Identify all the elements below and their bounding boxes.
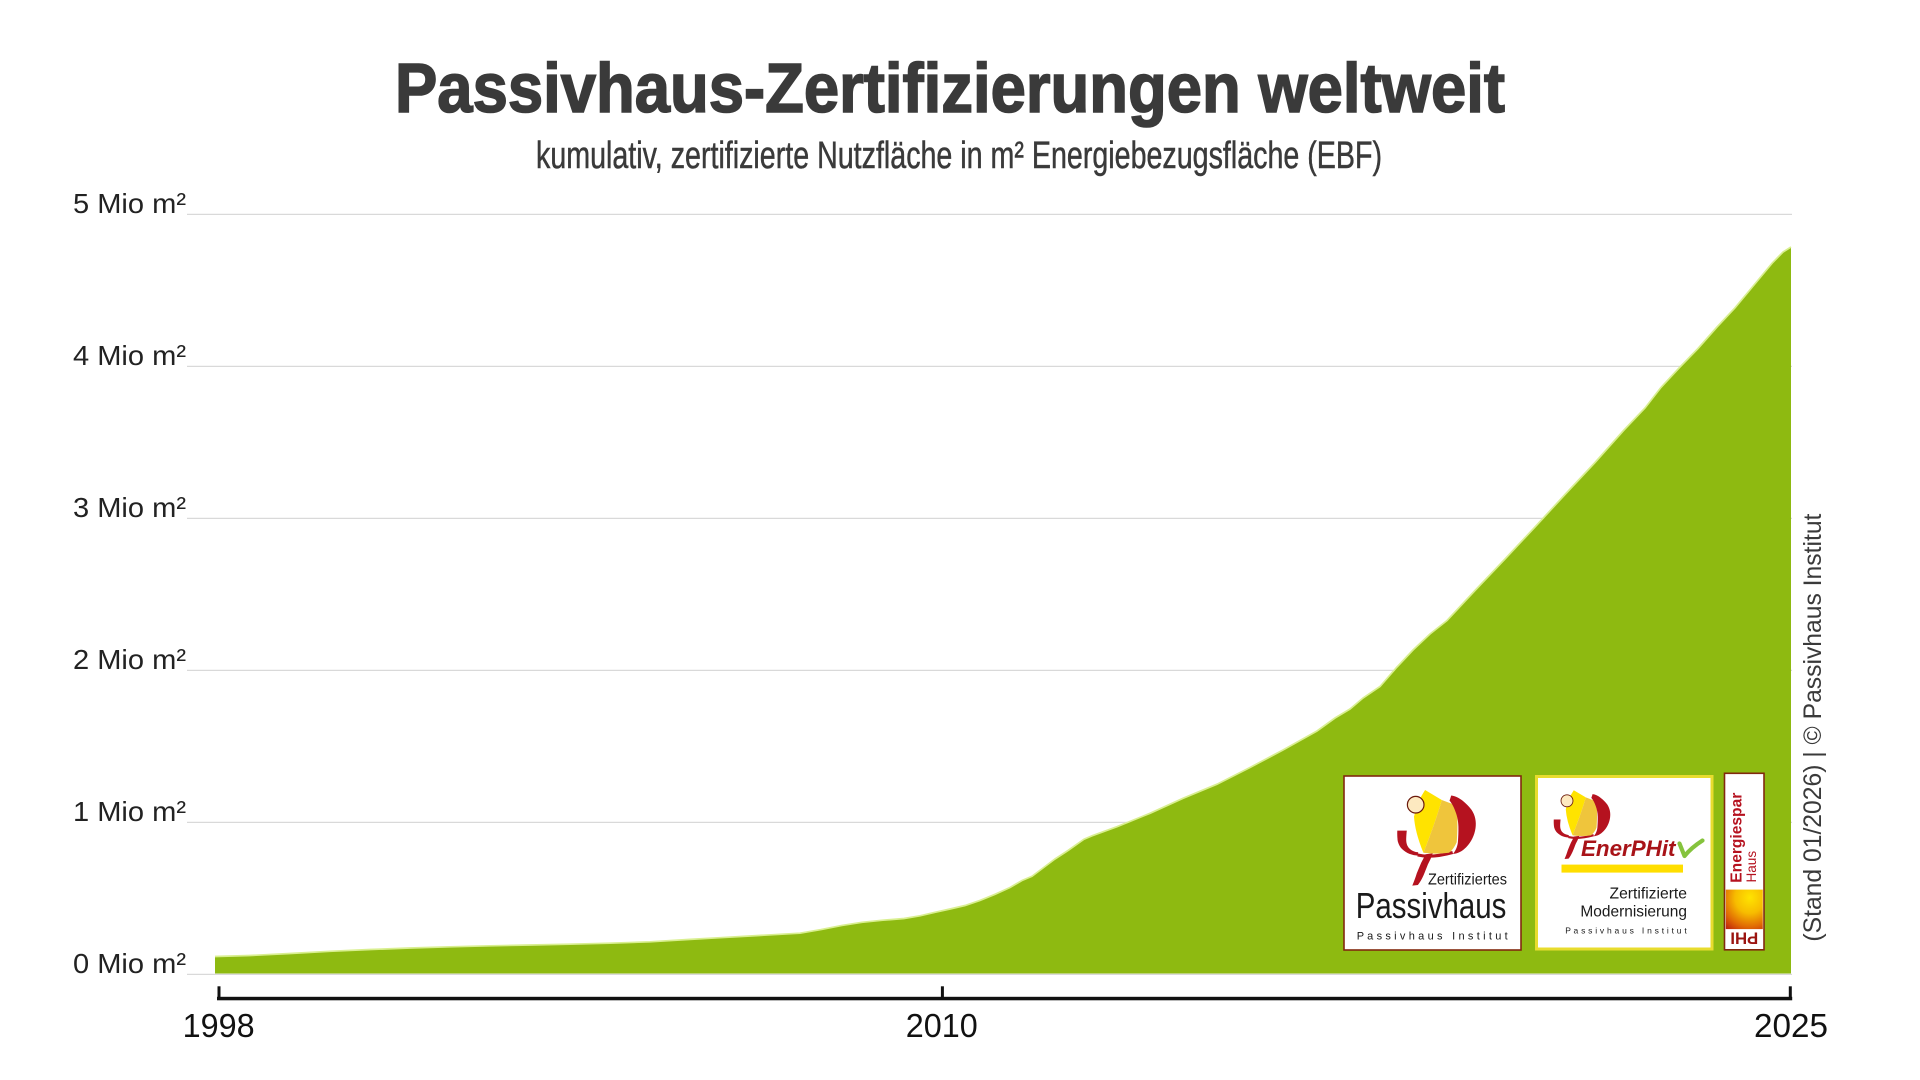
svg-text:0 Mio m²: 0 Mio m² [73, 948, 186, 979]
svg-text:PHI: PHI [1730, 929, 1758, 948]
svg-text:5 Mio m²: 5 Mio m² [73, 188, 186, 219]
svg-text:1998: 1998 [183, 1008, 255, 1045]
svg-text:Energiespar: Energiespar [1729, 793, 1746, 883]
svg-text:Passivhaus-Zertifizierungen we: Passivhaus-Zertifizierungen weltweit [395, 49, 1505, 127]
svg-text:2025: 2025 [1754, 1008, 1828, 1045]
svg-text:kumulativ, zertifizierte Nutzf: kumulativ, zertifizierte Nutzfläche in m… [536, 135, 1382, 177]
svg-text:Zertifiziertes: Zertifiziertes [1428, 871, 1507, 888]
svg-text:1 Mio m²: 1 Mio m² [73, 796, 186, 827]
svg-text:P a s s i v h a u s I n s t: P a s s i v h a u s I n s t i t u t [1357, 930, 1508, 942]
svg-text:Modernisierung: Modernisierung [1580, 904, 1687, 921]
svg-text:3 Mio m²: 3 Mio m² [73, 492, 186, 523]
svg-text:Haus: Haus [1744, 851, 1759, 883]
svg-text:EnerPHit: EnerPHit [1581, 836, 1677, 861]
svg-text:P a s s i v h a u s I n s t: P a s s i v h a u s I n s t i t u t [1565, 926, 1687, 936]
svg-text:4 Mio m²: 4 Mio m² [73, 340, 186, 371]
svg-text:2 Mio m²: 2 Mio m² [73, 644, 186, 675]
svg-text:(Stand 01/2026) | © Passivhaus: (Stand 01/2026) | © Passivhaus Institut [1799, 514, 1827, 942]
svg-text:Passivhaus: Passivhaus [1356, 885, 1507, 926]
svg-text:Zertifizierte: Zertifizierte [1610, 886, 1688, 903]
svg-text:2010: 2010 [906, 1008, 978, 1045]
